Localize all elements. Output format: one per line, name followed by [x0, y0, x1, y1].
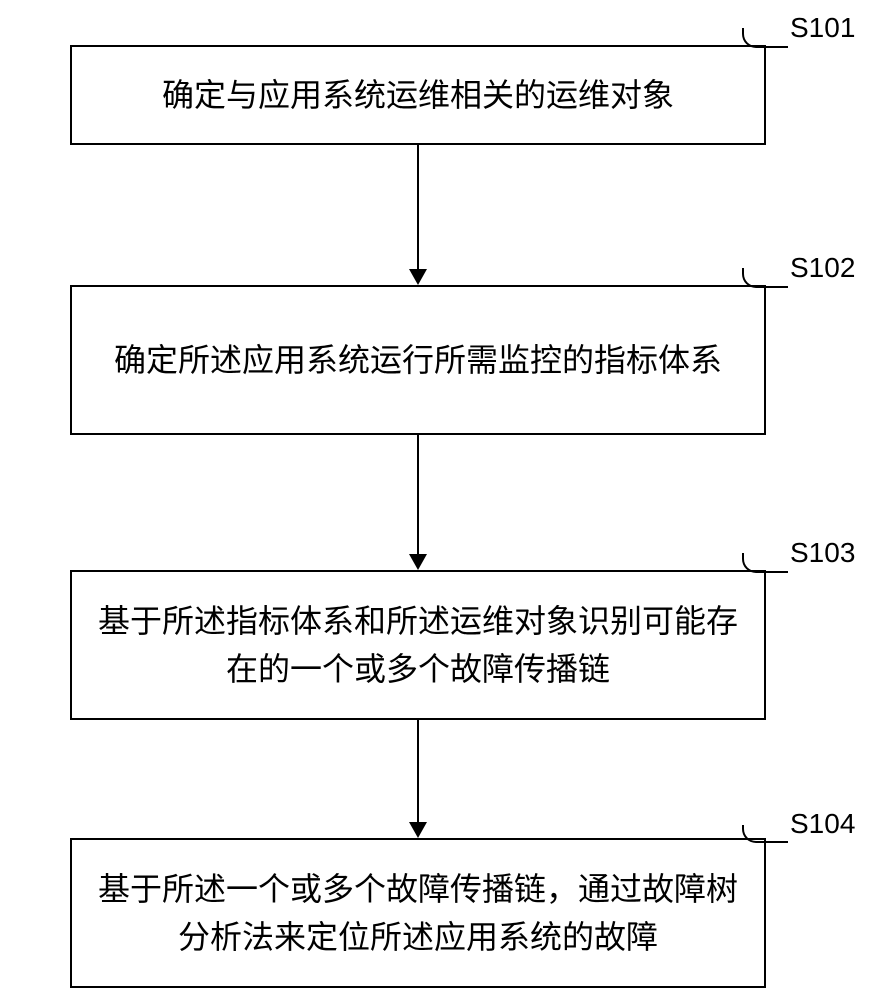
- flowchart-container: 确定与应用系统运维相关的运维对象 S101 确定所述应用系统运行所需监控的指标体…: [0, 0, 876, 1000]
- arrow-s102-s103: [417, 435, 419, 554]
- leader-s103: [742, 553, 788, 573]
- node-s103: 基于所述指标体系和所述运维对象识别可能存在的一个或多个故障传播链: [70, 570, 766, 720]
- node-s104-text: 基于所述一个或多个故障传播链，通过故障树分析法来定位所述应用系统的故障: [92, 865, 744, 961]
- arrow-s101-s102: [417, 145, 419, 269]
- node-s101-text: 确定与应用系统运维相关的运维对象: [162, 71, 674, 119]
- arrowhead-s102-s103: [409, 554, 427, 570]
- node-s102: 确定所述应用系统运行所需监控的指标体系: [70, 285, 766, 435]
- label-s101: S101: [790, 12, 855, 44]
- leader-s104: [742, 825, 788, 843]
- node-s102-text: 确定所述应用系统运行所需监控的指标体系: [114, 336, 722, 384]
- label-s104: S104: [790, 808, 855, 840]
- label-s103: S103: [790, 537, 855, 569]
- arrowhead-s101-s102: [409, 269, 427, 285]
- arrowhead-s103-s104: [409, 822, 427, 838]
- leader-s102: [742, 268, 788, 288]
- arrow-s103-s104: [417, 720, 419, 822]
- label-s102: S102: [790, 252, 855, 284]
- node-s103-text: 基于所述指标体系和所述运维对象识别可能存在的一个或多个故障传播链: [92, 597, 744, 693]
- leader-s101: [742, 28, 788, 48]
- node-s101: 确定与应用系统运维相关的运维对象: [70, 45, 766, 145]
- node-s104: 基于所述一个或多个故障传播链，通过故障树分析法来定位所述应用系统的故障: [70, 838, 766, 988]
